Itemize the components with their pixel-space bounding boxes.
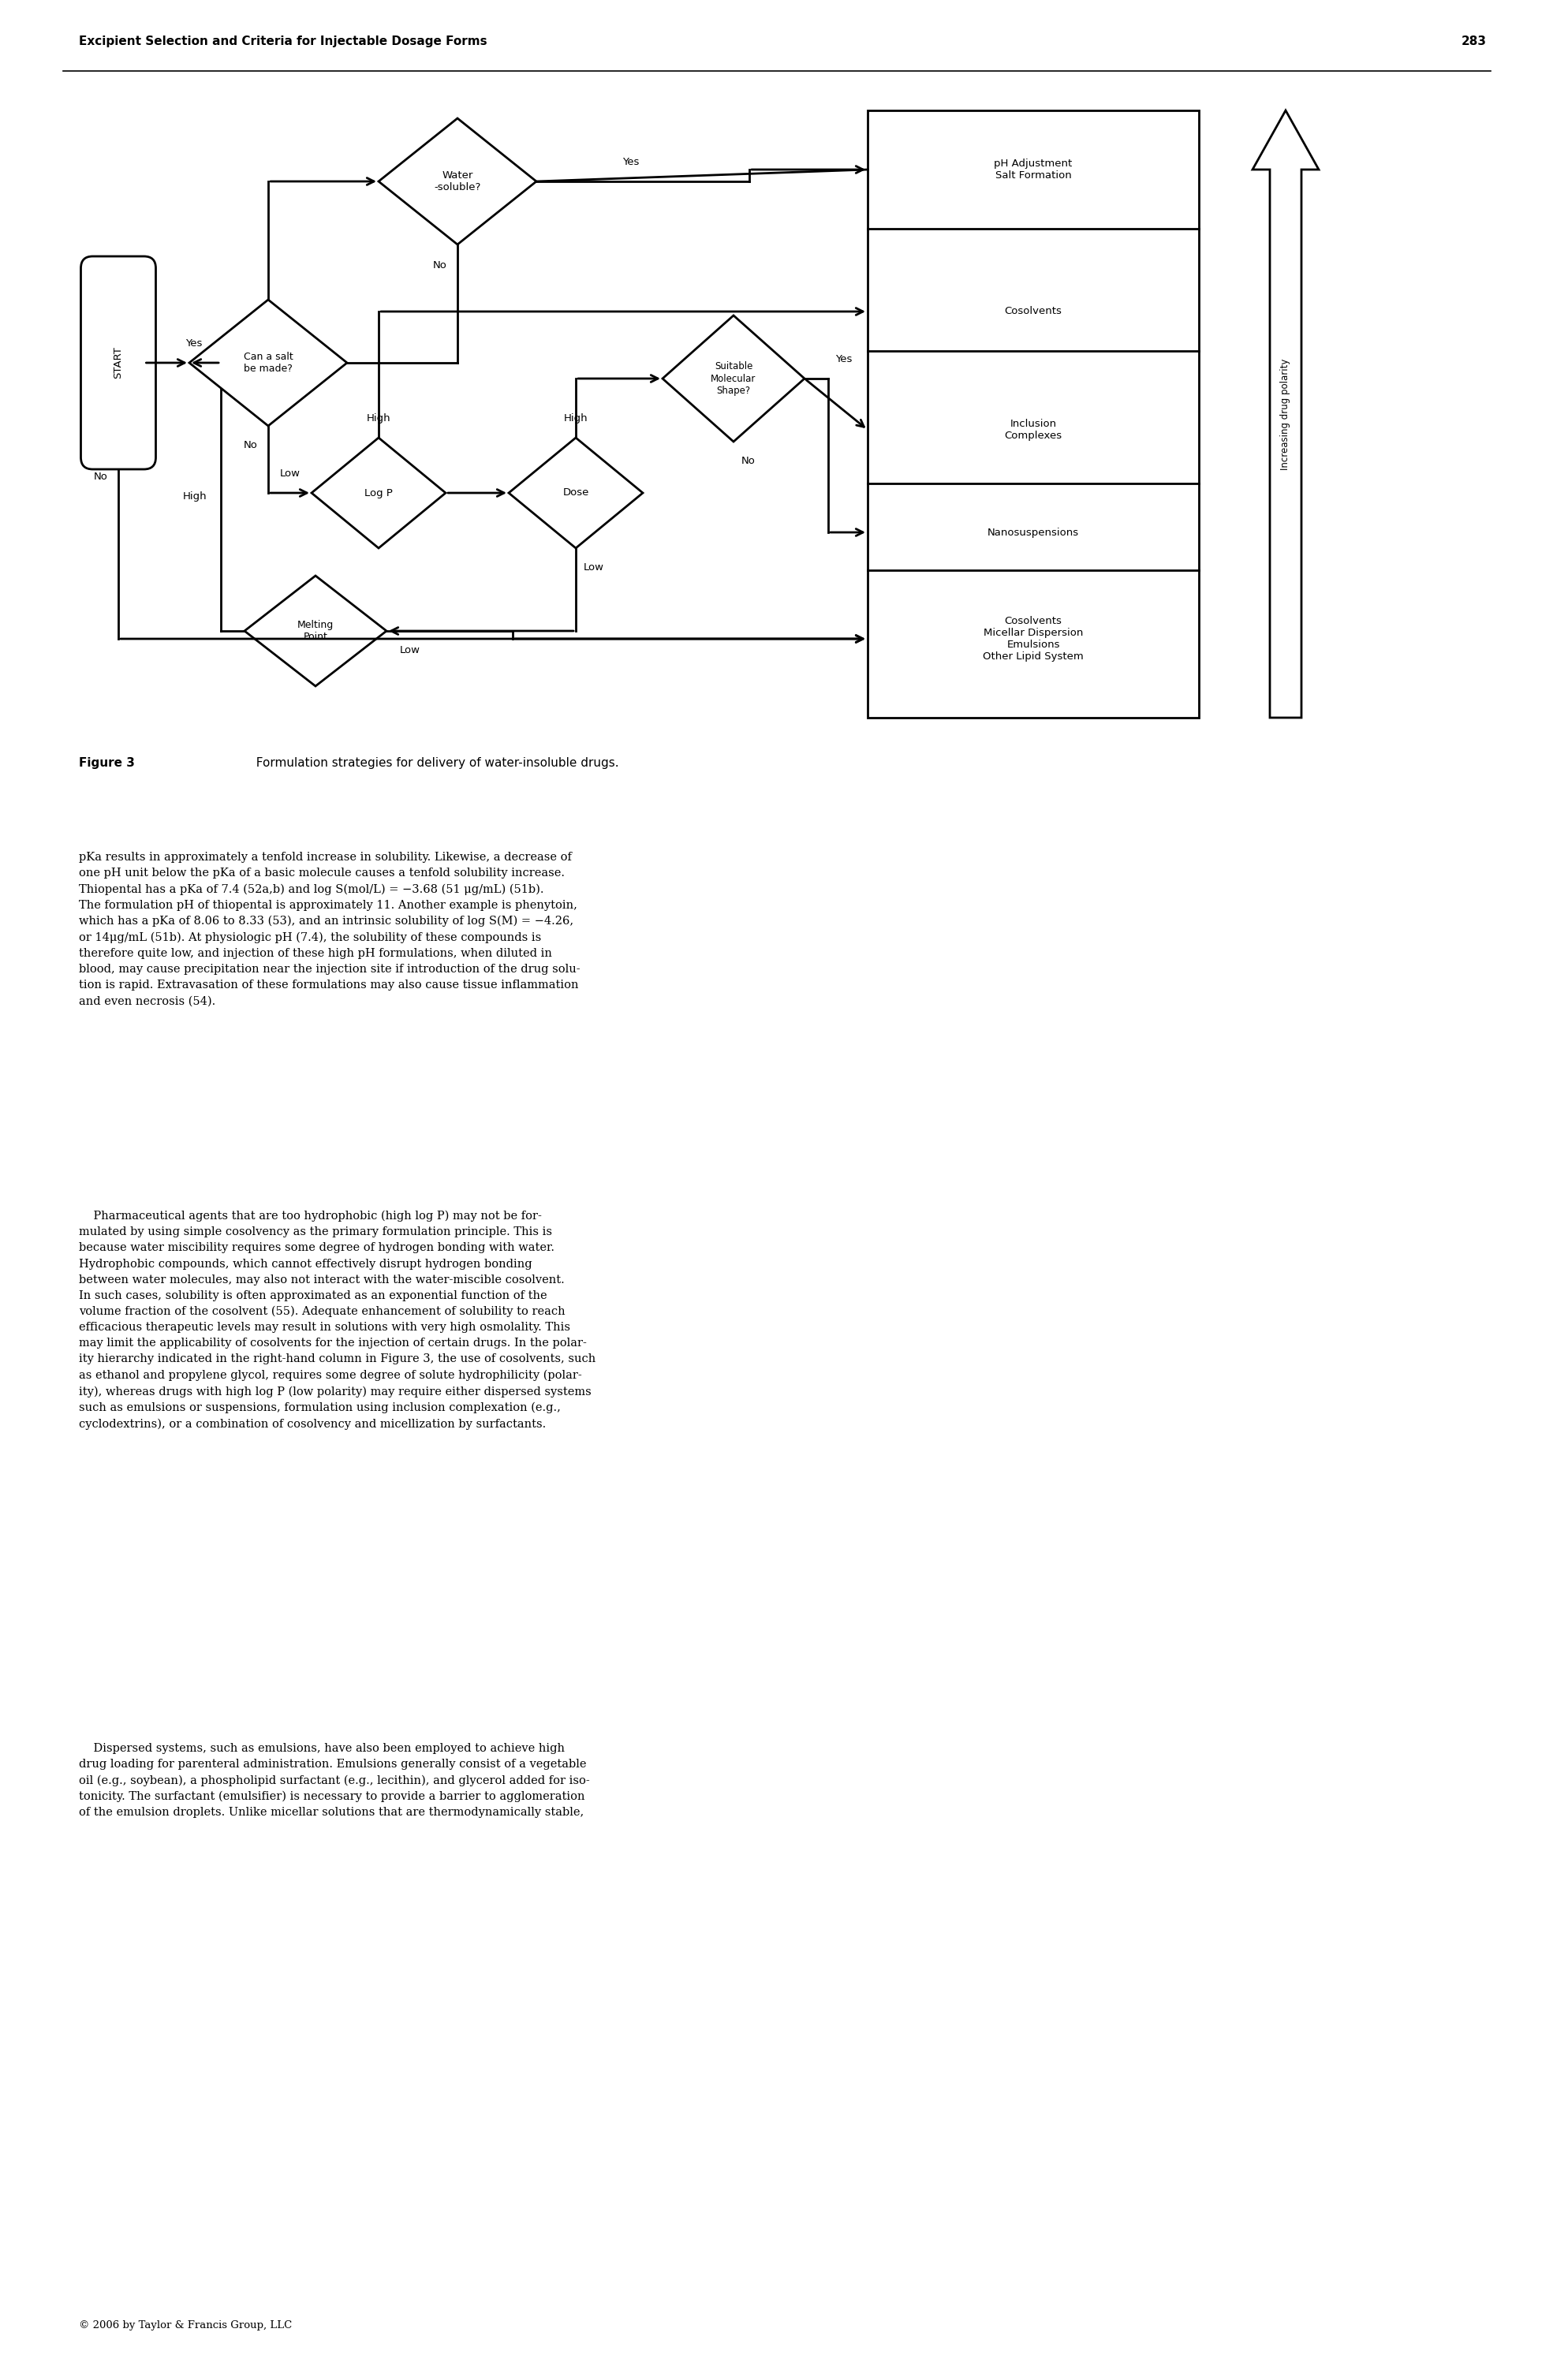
Text: Formulation strategies for delivery of water-insoluble drugs.: Formulation strategies for delivery of w… (248, 757, 619, 769)
Text: © 2006 by Taylor & Francis Group, LLC: © 2006 by Taylor & Francis Group, LLC (78, 2321, 292, 2331)
Text: Can a salt
be made?: Can a salt be made? (243, 353, 293, 374)
Text: Log P: Log P (364, 487, 392, 499)
Text: Low: Low (400, 646, 420, 655)
Text: Dispersed systems, such as emulsions, have also been employed to achieve high
dr: Dispersed systems, such as emulsions, ha… (78, 1744, 590, 1817)
Text: No: No (94, 471, 108, 483)
Text: Inclusion
Complexes: Inclusion Complexes (1005, 419, 1062, 440)
Polygon shape (508, 438, 643, 549)
Text: No: No (742, 457, 756, 466)
Text: Figure 3: Figure 3 (78, 757, 135, 769)
Text: Yes: Yes (836, 355, 853, 364)
FancyBboxPatch shape (82, 256, 155, 468)
Polygon shape (663, 315, 804, 442)
Polygon shape (1253, 111, 1319, 717)
Text: Increasing drug polarity: Increasing drug polarity (1281, 357, 1290, 471)
Text: Water
-soluble?: Water -soluble? (434, 170, 481, 192)
Polygon shape (245, 575, 386, 686)
Text: START: START (113, 348, 124, 379)
Text: Low: Low (279, 468, 299, 478)
Text: Pharmaceutical agents that are too hydrophobic (high log P) may not be for-
mula: Pharmaceutical agents that are too hydro… (78, 1211, 596, 1429)
Text: pH Adjustment
Salt Formation: pH Adjustment Salt Formation (994, 159, 1073, 180)
Text: Suitable
Molecular
Shape?: Suitable Molecular Shape? (710, 362, 756, 395)
Text: Melting
Point: Melting Point (298, 620, 334, 641)
Text: No: No (433, 260, 447, 270)
Text: Yes: Yes (622, 156, 640, 168)
Polygon shape (312, 438, 445, 549)
Text: Dose: Dose (563, 487, 590, 499)
Text: Cosolvents
Micellar Dispersion
Emulsions
Other Lipid System: Cosolvents Micellar Dispersion Emulsions… (983, 615, 1083, 662)
Text: High: High (367, 414, 390, 424)
Text: 283: 283 (1461, 35, 1486, 47)
Polygon shape (378, 118, 536, 244)
Text: pKa results in approximately a tenfold increase in solubility. Likewise, a decre: pKa results in approximately a tenfold i… (78, 852, 580, 1006)
Text: High: High (564, 414, 588, 424)
Text: Yes: Yes (185, 338, 202, 348)
Text: High: High (182, 492, 207, 502)
Polygon shape (190, 300, 347, 426)
Text: Low: Low (583, 563, 604, 573)
Text: Nanosuspensions: Nanosuspensions (988, 528, 1079, 537)
Text: No: No (243, 440, 257, 450)
Text: Cosolvents: Cosolvents (1005, 308, 1062, 317)
Text: Excipient Selection and Criteria for Injectable Dosage Forms: Excipient Selection and Criteria for Inj… (78, 35, 488, 47)
Bar (867, 111, 1200, 717)
